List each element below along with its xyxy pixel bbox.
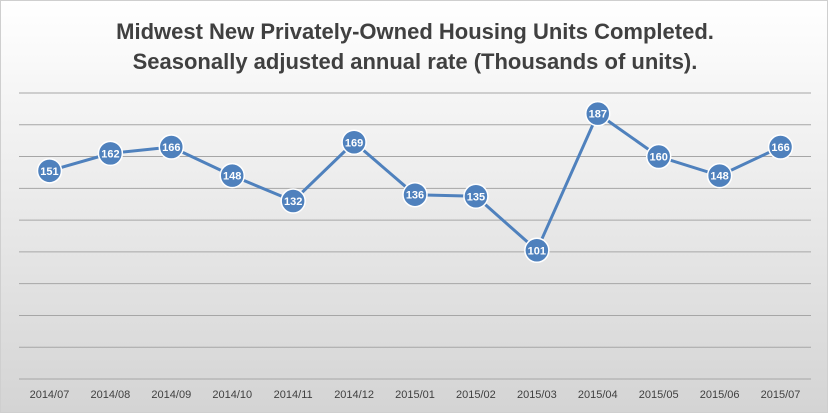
data-label: 132	[284, 196, 302, 208]
x-tick-label: 2015/03	[517, 389, 557, 401]
data-point	[36, 158, 63, 184]
data-point	[280, 188, 306, 214]
x-tick-label: 2014/09	[151, 389, 191, 401]
data-label: 166	[162, 142, 180, 154]
data-point	[402, 181, 428, 208]
data-label: 151	[40, 166, 58, 178]
data-point	[524, 237, 550, 264]
data-label: 136	[406, 190, 424, 202]
gridlines	[19, 92, 811, 380]
x-tick-label: 2014/11	[274, 389, 313, 401]
data-point	[706, 162, 733, 189]
x-tick-label: 2015/05	[639, 389, 679, 401]
data-point	[645, 143, 672, 170]
data-points: 151 162 166 148 132 169 136 135 101 187 160 148 166	[36, 100, 794, 264]
x-tick-label: 2015/02	[456, 389, 496, 401]
x-tick-label: 2015/06	[700, 389, 740, 401]
data-point	[767, 134, 794, 160]
data-label: 187	[589, 109, 607, 121]
data-point	[219, 162, 245, 189]
data-label: 166	[771, 142, 789, 154]
x-tick-label: 2015/01	[395, 389, 435, 401]
data-label: 148	[710, 171, 728, 183]
data-point	[158, 134, 185, 160]
chart-title-line-2: Seasonally adjusted annual rate (Thousan…	[132, 49, 698, 74]
data-label: 135	[467, 191, 485, 203]
x-axis-tick-labels: 2014/07 2014/08 2014/09 2014/10 2014/11 2014/…	[30, 389, 801, 401]
data-label: 169	[345, 137, 363, 149]
x-tick-label: 2014/12	[334, 389, 374, 401]
x-tick-label: 2014/08	[91, 389, 131, 401]
data-point	[463, 183, 489, 210]
chart-title: Midwest New Privately-Owned Housing Unit…	[1, 17, 828, 77]
data-label: 148	[223, 171, 241, 183]
x-tick-label: 2015/04	[578, 389, 618, 401]
chart-title-line-1: Midwest New Privately-Owned Housing Unit…	[116, 19, 714, 44]
data-label: 101	[528, 245, 546, 257]
data-label: 162	[101, 148, 119, 160]
x-tick-label: 2014/10	[212, 389, 252, 401]
data-point	[585, 100, 611, 127]
data-point	[97, 140, 124, 167]
x-tick-label: 2015/07	[761, 389, 801, 401]
data-label: 160	[650, 152, 668, 164]
data-point	[341, 129, 367, 156]
x-tick-label: 2014/07	[30, 389, 70, 401]
